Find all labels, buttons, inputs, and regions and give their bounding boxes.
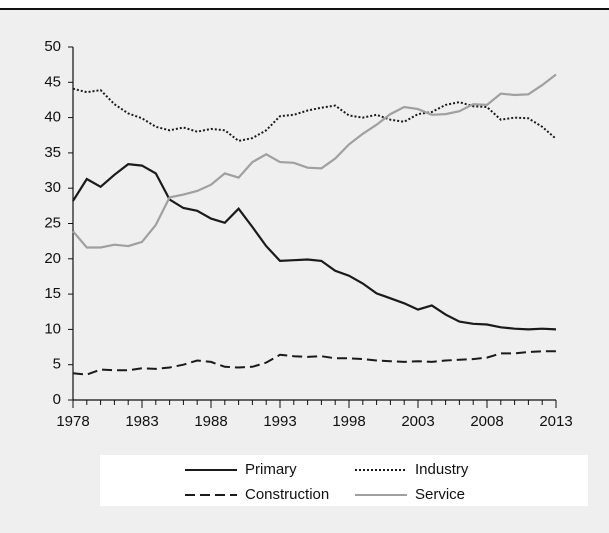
- x-tick-label: 1993: [263, 413, 296, 430]
- x-tick-label: 1988: [194, 413, 227, 430]
- y-tick-label: 35: [44, 144, 61, 161]
- x-tick-label: 2013: [539, 413, 572, 430]
- x-tick-label: 2008: [470, 413, 503, 430]
- series-line: [72, 87, 557, 142]
- legend-label: Construction: [245, 486, 329, 503]
- y-tick-label: 0: [53, 391, 61, 408]
- panel-background: [0, 9, 609, 533]
- y-tick-label: 10: [44, 320, 61, 337]
- series-line: [72, 163, 557, 331]
- y-tick-label: 20: [44, 250, 61, 267]
- legend-label: Primary: [245, 461, 297, 478]
- x-tick-label: 1998: [332, 413, 365, 430]
- y-tick-label: 45: [44, 73, 61, 90]
- series-line: [72, 350, 556, 376]
- series-line: [72, 73, 557, 249]
- legend-label: Service: [415, 486, 465, 503]
- y-tick-label: 15: [44, 285, 61, 302]
- y-tick-label: 30: [44, 179, 61, 196]
- x-tick-label: 1983: [125, 413, 158, 430]
- y-tick-label: 5: [53, 356, 61, 373]
- y-tick-label: 50: [44, 38, 61, 55]
- legend-label: Industry: [415, 461, 469, 478]
- x-tick-label: 2003: [401, 413, 434, 430]
- legend-box: [100, 455, 588, 506]
- y-tick-label: 25: [44, 214, 61, 231]
- x-tick-label: 1978: [56, 413, 89, 430]
- y-tick-label: 40: [44, 109, 61, 126]
